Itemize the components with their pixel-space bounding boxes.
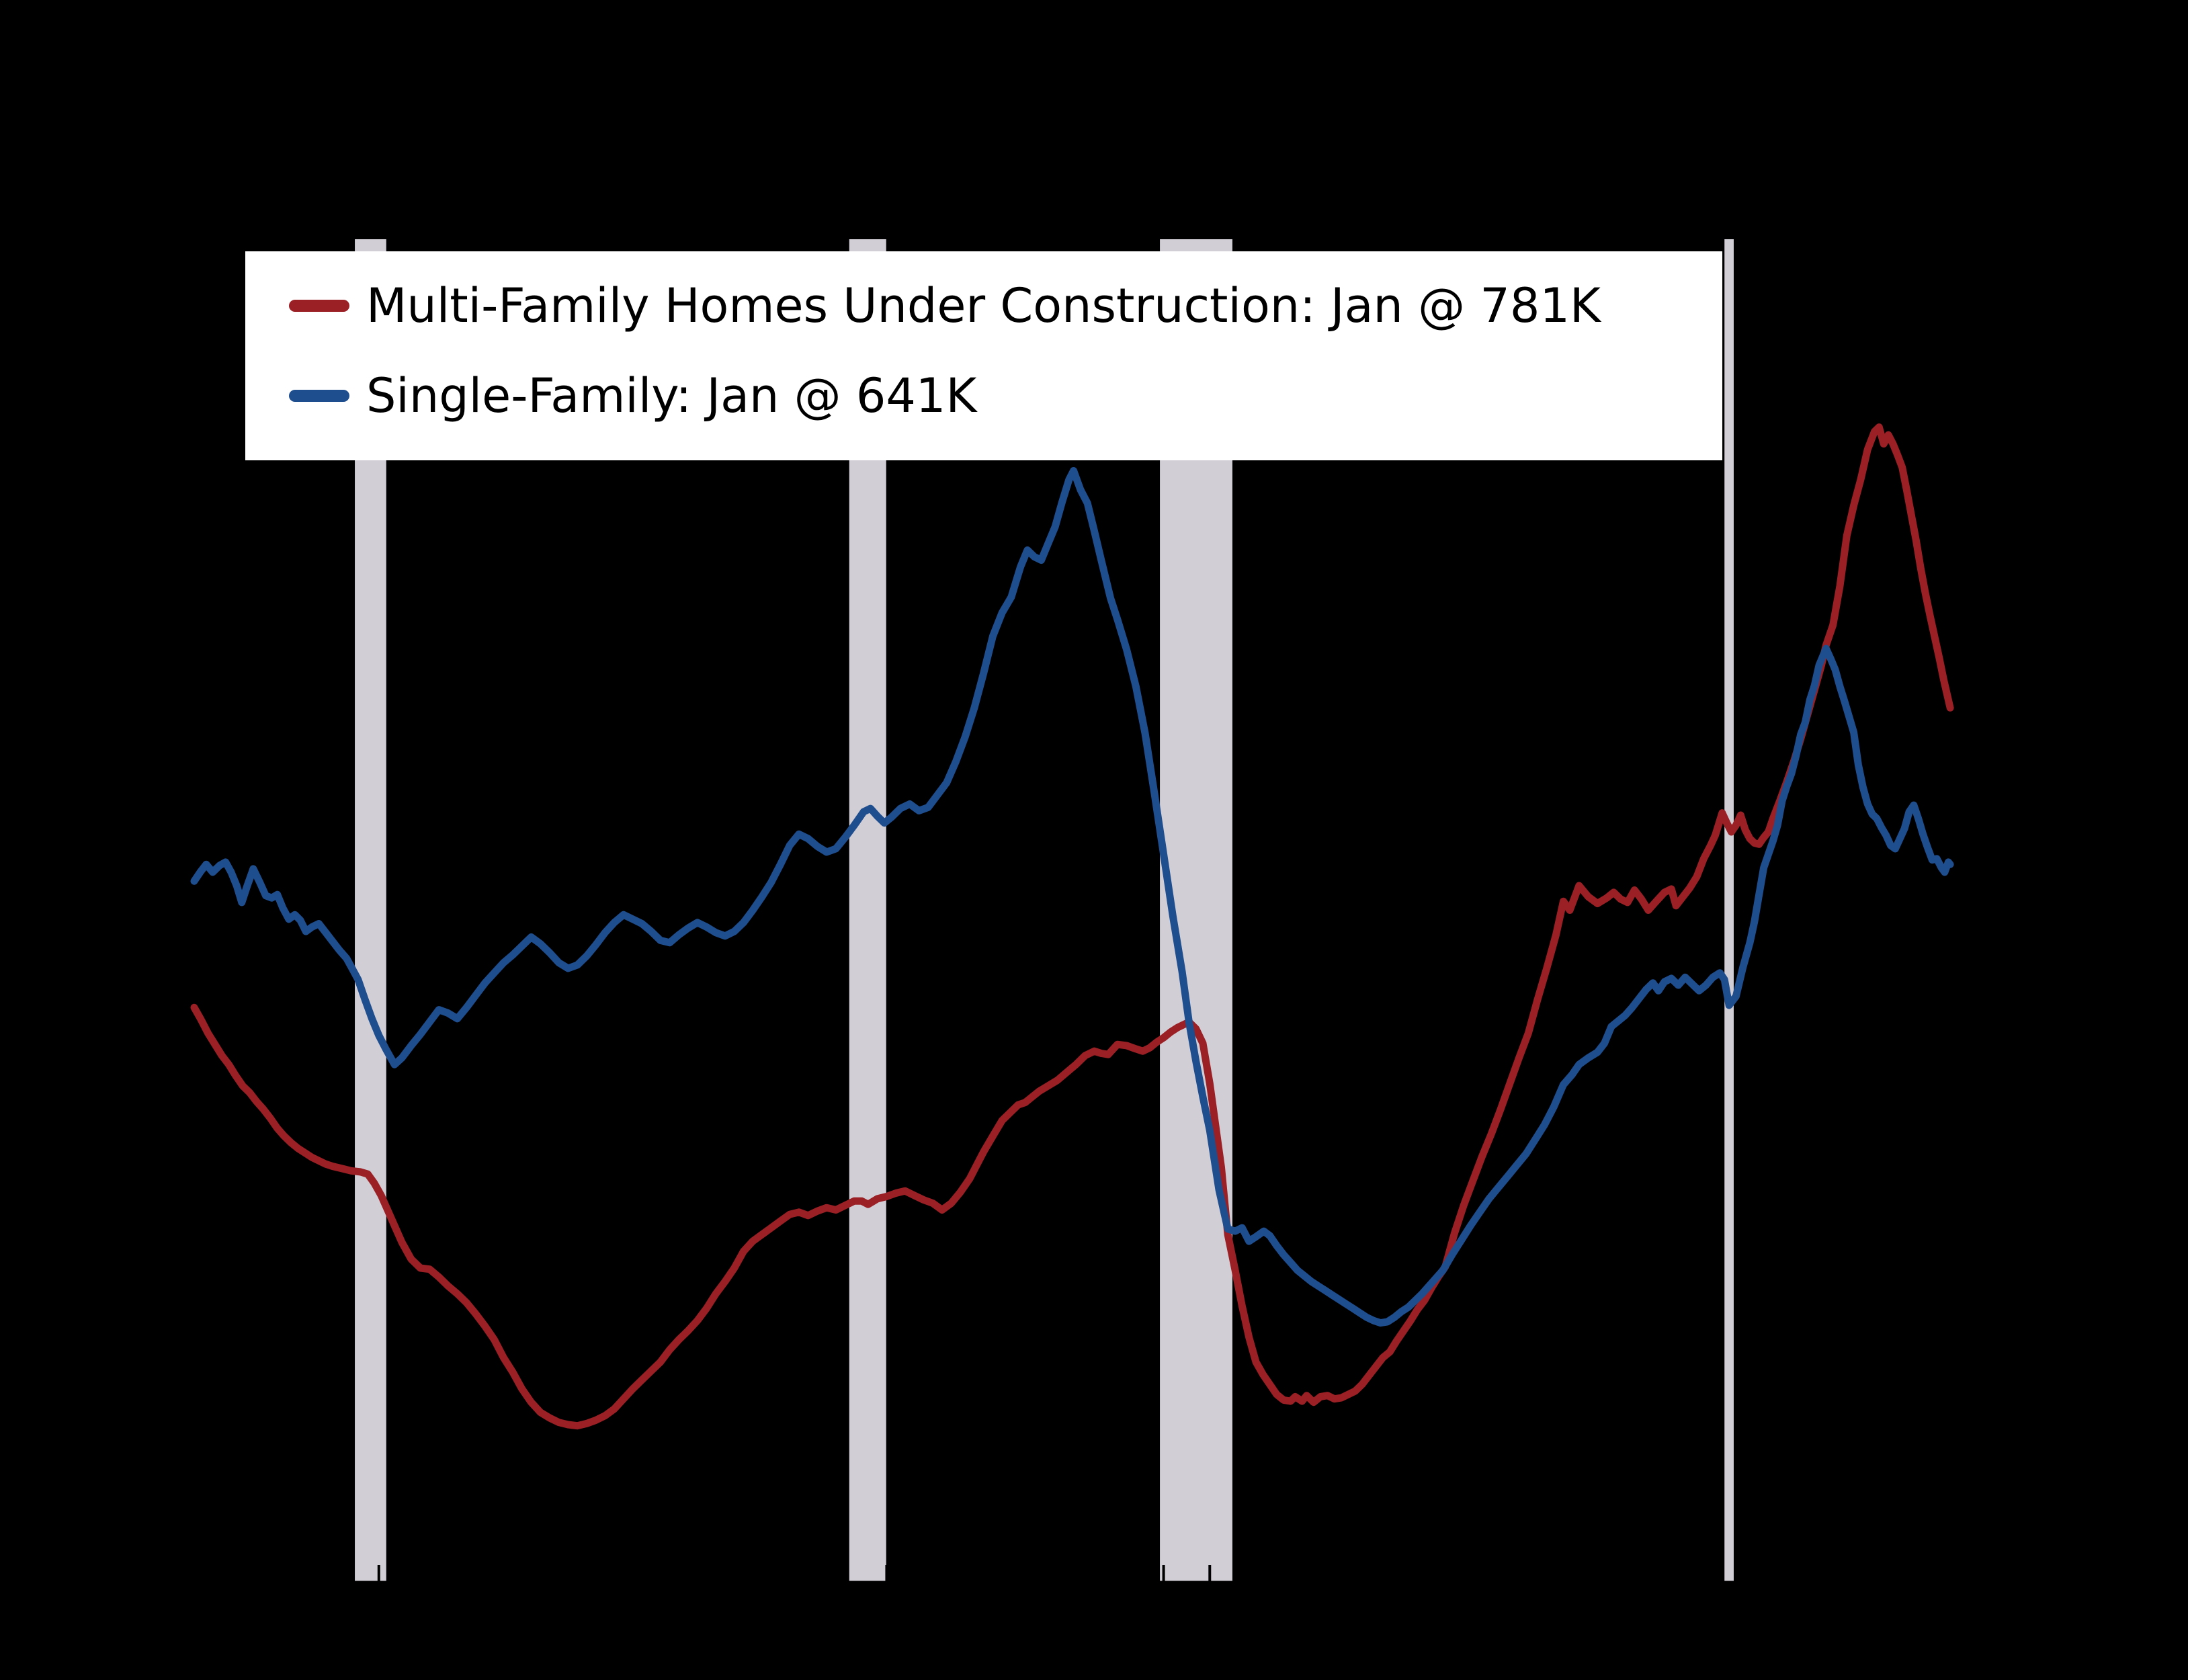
recession-band: [1724, 239, 1734, 1581]
series-line-multi-family-homes-under-construction: [190, 423, 1954, 1430]
legend-label-single-family: Single-Family: Jan @ 641K: [366, 368, 977, 423]
recession-band: [849, 239, 886, 1581]
legend: Multi-Family Homes Under Construction: J…: [245, 251, 1722, 460]
legend-item-multi-family: Multi-Family Homes Under Construction: J…: [289, 262, 1722, 349]
legend-item-single-family: Single-Family: Jan @ 641K: [289, 352, 1722, 439]
recession-band: [355, 239, 386, 1581]
multi-family-line-swatch-icon: [289, 300, 349, 312]
legend-label-multi-family: Multi-Family Homes Under Construction: J…: [366, 278, 1601, 333]
series-line-single-family: [190, 467, 1954, 1327]
single-family-line-swatch-icon: [289, 390, 349, 402]
